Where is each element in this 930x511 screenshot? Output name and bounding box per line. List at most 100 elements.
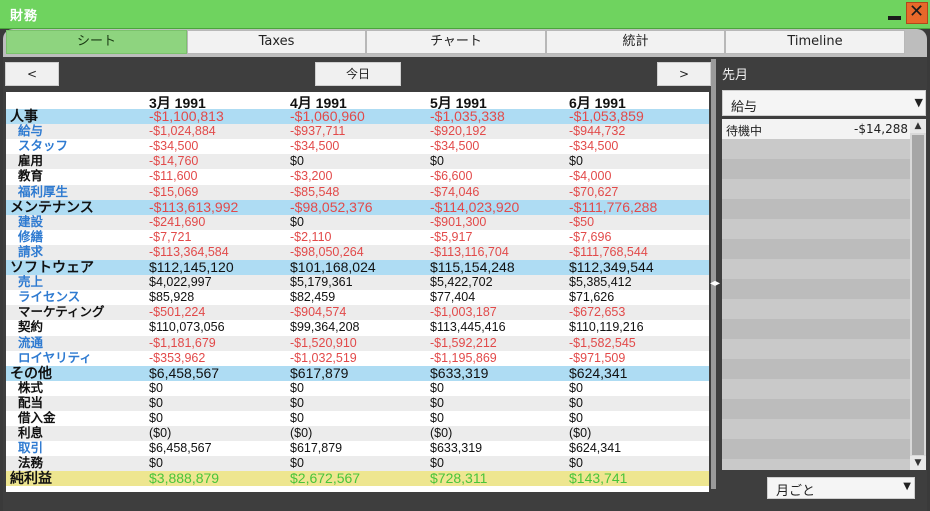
table-row[interactable]: 借入金 $0 $0 $0 $0 [6, 411, 709, 426]
scroll-up-icon[interactable]: ▲ [910, 119, 926, 133]
cell-value: -$7,696 [569, 229, 612, 244]
cell-value: -$70,627 [569, 184, 619, 199]
cell-value: $99,364,208 [290, 320, 360, 335]
cell-value: $0 [430, 380, 444, 395]
list-item[interactable]: 待機中 -$14,288 [722, 119, 910, 139]
row-label[interactable]: スタッフ [18, 139, 69, 154]
row-label[interactable]: ライセンス [18, 290, 81, 305]
row-label: 人事 [10, 108, 38, 124]
table-row[interactable]: 流通 -$1,181,679 -$1,520,910 -$1,592,212 -$1,5… [6, 335, 709, 351]
row-label[interactable]: 給与 [18, 124, 44, 139]
table-row[interactable]: 法務 $0 $0 $0 $0 [6, 456, 709, 472]
table-row[interactable]: 請求 -$113,364,584 -$98,050,264 -$113,116,704… [6, 244, 709, 260]
row-label: 株式 [18, 380, 44, 395]
table-row[interactable]: スタッフ -$34,500 -$34,500 -$34,500 -$34,500 [6, 139, 709, 154]
tab-stats[interactable]: 統計 [546, 30, 725, 54]
table-row[interactable]: ロイヤリティ -$353,962 -$1,032,519 -$1,195,869 -$9… [6, 351, 709, 366]
table-row[interactable]: 配当 $0 $0 $0 $0 [6, 395, 709, 411]
list-item-value: -$14,288 [854, 122, 908, 136]
row-label[interactable]: 流通 [18, 335, 44, 350]
table-row[interactable]: 雇用 -$14,760 $0 $0 $0 [6, 154, 709, 170]
tab-bar: シート Taxes チャート 統計 Timeline [6, 30, 905, 54]
cell-value: -$34,500 [430, 139, 480, 154]
scroll-down-icon[interactable]: ▼ [910, 456, 926, 470]
cell-value: $624,341 [569, 364, 628, 381]
row-label: 雇用 [18, 154, 44, 169]
tab-timeline[interactable]: Timeline [725, 30, 905, 54]
table-row[interactable]: 修繕 -$7,721 -$2,110 -$5,917 -$7,696 [6, 230, 709, 245]
cell-value: -$111,776,288 [569, 198, 658, 215]
cell-value: $0 [430, 154, 444, 169]
row-label: メンテナンス [10, 198, 94, 215]
cell-value: -$15,069 [149, 184, 199, 199]
cell-value: -$241,690 [149, 214, 206, 229]
cell-value: ($0) [290, 426, 313, 441]
empty-list-row [722, 319, 910, 339]
category-select-value: 給与 [731, 100, 758, 115]
cell-value: -$113,116,704 [430, 244, 509, 259]
cell-value: $0 [149, 456, 163, 471]
table-row[interactable]: 給与 -$1,024,884 -$937,711 -$920,192 -$944,732 [6, 124, 709, 140]
table-row[interactable]: 福利厚生 -$15,069 -$85,548 -$74,046 -$70,627 [6, 184, 709, 200]
table-row[interactable]: マーケティング -$501,224 -$904,574 -$1,003,187 -$67… [6, 305, 709, 321]
empty-list-row [722, 279, 910, 299]
net-profit-row[interactable]: 純利益 $3,888,879 $2,672,567 $728,311 $143,741 [6, 470, 709, 487]
scroll-thumb[interactable] [912, 135, 924, 455]
table-row[interactable]: 建設 -$241,690 $0 -$901,300 -$50 [6, 214, 709, 230]
cell-value: -$971,509 [569, 350, 626, 365]
category-row[interactable]: ソフトウェア $112,145,120 $101,168,024 $115,154,2… [6, 259, 709, 276]
chevron-down-icon: ▼ [914, 96, 923, 109]
month-header: 6月 1991 [569, 95, 626, 111]
table-row[interactable]: 教育 -$11,600 -$3,200 -$6,600 -$4,000 [6, 169, 709, 184]
minimize-button[interactable] [884, 2, 906, 24]
table-row[interactable]: 契約 $110,073,056 $99,364,208 $113,445,416 $11… [6, 320, 709, 335]
table-row[interactable]: 株式 $0 $0 $0 $0 [6, 381, 709, 396]
row-label[interactable]: 売上 [18, 275, 44, 290]
row-label[interactable]: 福利厚生 [18, 184, 69, 199]
row-label[interactable]: 建設 [18, 214, 44, 229]
cell-value: $0 [569, 395, 583, 410]
cell-value: $143,741 [569, 470, 628, 487]
drag-handle-icon[interactable]: ◂▸ [710, 278, 721, 289]
table-row[interactable]: 取引 $6,458,567 $617,879 $633,319 $624,341 [6, 441, 709, 456]
cell-value: -$3,200 [290, 169, 333, 184]
category-row[interactable]: その他 $6,458,567 $617,879 $633,319 $624,341 [6, 364, 709, 381]
period-select[interactable]: 月ごと ▼ [767, 477, 915, 499]
cell-value: $0 [290, 154, 304, 169]
expense-detail-list: 待機中 -$14,288 [722, 119, 910, 470]
row-label[interactable]: ロイヤリティ [18, 350, 92, 365]
empty-list-row [722, 359, 910, 379]
side-panel-title: 先月 [722, 68, 749, 83]
cell-value: $0 [149, 380, 163, 395]
table-row[interactable]: ライセンス $85,928 $82,459 $77,404 $71,626 [6, 290, 709, 305]
cell-value: -$353,962 [149, 350, 206, 365]
row-label[interactable]: 取引 [18, 441, 44, 456]
row-label[interactable]: 修繕 [18, 229, 44, 244]
cell-value: $728,311 [430, 470, 488, 487]
title-bar[interactable]: 財務 ✕ [0, 0, 930, 29]
empty-list-row [722, 259, 910, 279]
tab-chart[interactable]: チャート [366, 30, 546, 54]
tab-sheet[interactable]: シート [6, 30, 187, 54]
cell-value: $0 [149, 395, 163, 410]
row-label[interactable]: 請求 [18, 244, 44, 259]
tab-taxes[interactable]: Taxes [187, 30, 366, 54]
table-row[interactable]: 売上 $4,022,997 $5,179,361 $5,422,702 $5,385,4… [6, 275, 709, 291]
cell-value: $5,422,702 [430, 275, 493, 290]
month-header-row: 3月 1991 4月 1991 5月 1991 6月 1991 [6, 92, 709, 111]
side-list-scrollbar[interactable]: ▲ ▼ [910, 119, 926, 470]
category-select[interactable]: 給与 ▼ [722, 90, 926, 116]
close-button[interactable]: ✕ [906, 1, 928, 24]
panel-splitter[interactable] [711, 59, 716, 489]
cell-value: $115,154,248 [430, 259, 515, 275]
table-row[interactable]: 利息 ($0) ($0) ($0) ($0) [6, 426, 709, 442]
category-row[interactable]: メンテナンス -$113,613,992 -$98,052,376 -$114,023… [6, 198, 709, 215]
cell-value: -$901,300 [430, 214, 487, 229]
cell-value: $110,119,216 [569, 320, 644, 335]
empty-list-row [722, 199, 910, 219]
cell-value: -$113,364,584 [149, 244, 229, 259]
today-button[interactable]: 今日 [315, 62, 401, 86]
category-row[interactable]: 人事 -$1,100,813 -$1,060,960 -$1,035,338 -$1,0… [6, 108, 709, 125]
next-month-button[interactable]: > [657, 62, 711, 86]
prev-month-button[interactable]: < [5, 62, 59, 86]
